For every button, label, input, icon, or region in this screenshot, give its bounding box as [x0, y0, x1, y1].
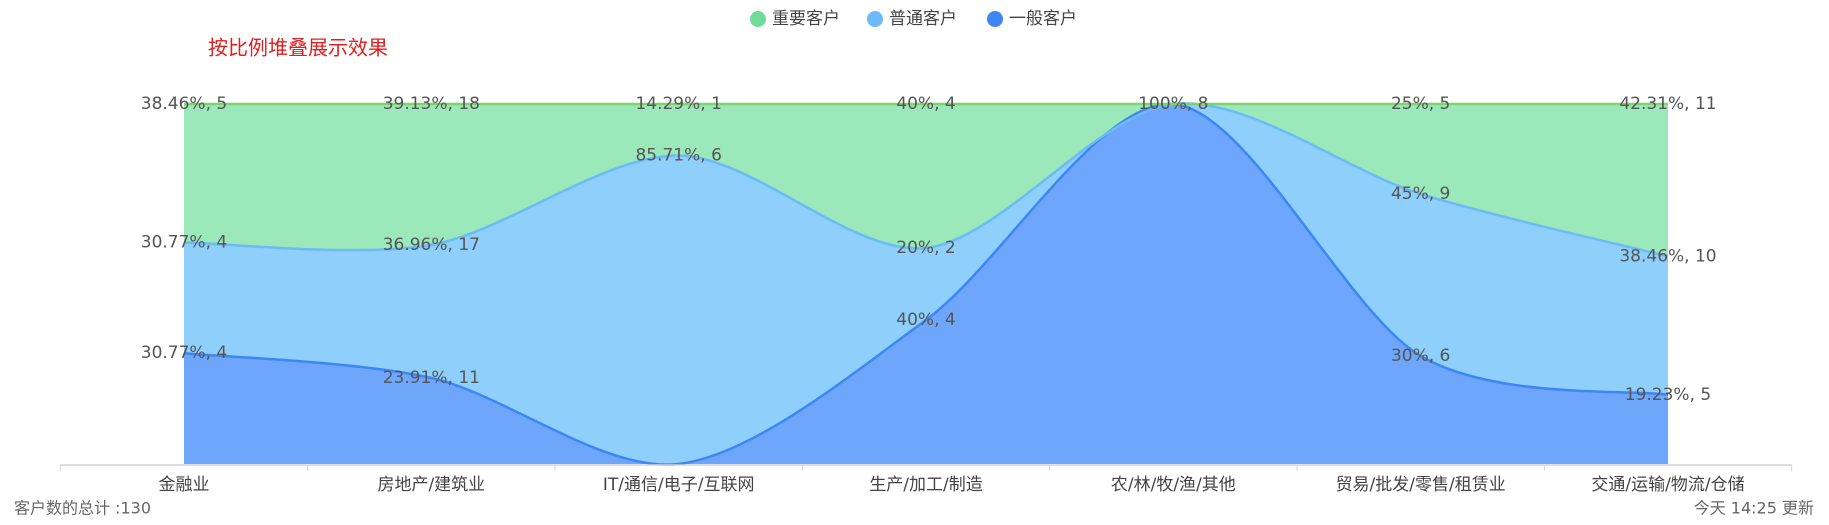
- x-tick-label: 金融业: [159, 475, 210, 495]
- legend-marker: [750, 11, 766, 27]
- x-tick-label: 生产/加工/制造: [869, 475, 982, 495]
- chart-title: 按比例堆叠展示效果: [208, 36, 388, 60]
- footer-total: 客户数的总计 :130: [14, 499, 151, 518]
- data-label: 25%, 5: [1391, 94, 1450, 114]
- area: [184, 103, 1668, 465]
- data-label: 39.13%, 18: [383, 94, 480, 114]
- legend-label: 重要客户: [772, 9, 840, 29]
- data-label: 30.77%, 4: [141, 343, 227, 363]
- data-label: 14.29%, 1: [635, 94, 721, 114]
- area-line: [183, 102, 1669, 258]
- data-label: 100%, 8: [1138, 94, 1208, 114]
- legend-label: 一般客户: [1009, 9, 1077, 29]
- x-tick-label: 贸易/批发/零售/租赁业: [1336, 475, 1506, 495]
- data-label: 42.31%, 11: [1619, 94, 1716, 114]
- data-label: 30.77%, 4: [141, 232, 227, 252]
- data-label: 19.23%, 5: [1625, 385, 1711, 405]
- area: [184, 103, 1668, 465]
- legend-marker: [867, 11, 883, 27]
- data-label: 38.46%, 5: [141, 94, 227, 114]
- data-label: 36.96%, 17: [383, 235, 480, 255]
- x-tick-label: 房地产/建筑业: [377, 475, 485, 495]
- x-tick-label: IT/通信/电子/互联网: [603, 475, 755, 495]
- data-label: 20%, 2: [896, 238, 955, 258]
- data-label: 40%, 4: [896, 94, 955, 114]
- data-label: 40%, 4: [896, 310, 955, 330]
- area: [184, 103, 1668, 257]
- legend-marker: [987, 11, 1003, 27]
- footer-updated: 今天 14:25 更新: [1694, 499, 1814, 518]
- area-line: [183, 102, 1669, 466]
- x-tick-label: 农/林/牧/渔/其他: [1111, 475, 1236, 495]
- data-label: 23.91%, 11: [383, 368, 480, 388]
- data-label: 45%, 9: [1391, 184, 1450, 204]
- legend-label: 普通客户: [889, 9, 957, 29]
- x-tick-label: 交通/运输/物流/仓储: [1591, 475, 1744, 495]
- data-label: 38.46%, 10: [1619, 246, 1716, 266]
- data-label: 85.71%, 6: [635, 145, 721, 165]
- data-label: 30%, 6: [1391, 346, 1450, 366]
